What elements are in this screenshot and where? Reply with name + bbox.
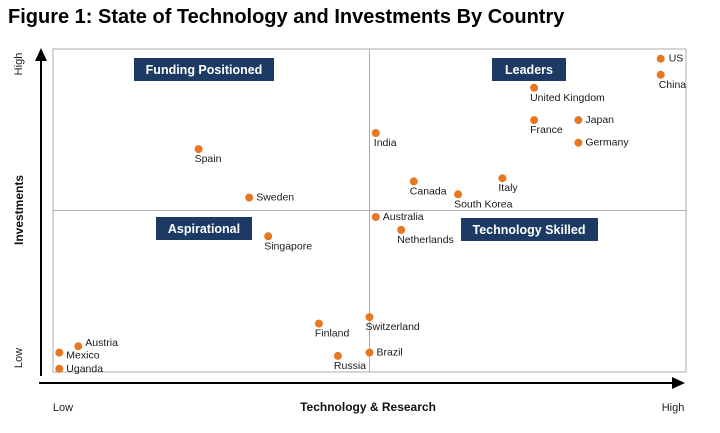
quadrant-label-text: Aspirational [168,222,240,236]
point-label-mexico: Mexico [66,350,99,362]
point-label-united-kingdom: United Kingdom [530,92,605,104]
point-china [656,70,665,79]
point-japan [574,116,583,125]
point-finland [314,319,323,328]
quadrant-label-technology-skilled: Technology Skilled [461,218,598,241]
point-sweden [245,193,254,202]
data-points: US China United Kingdom Japan France Germany I… [55,53,686,375]
point-switzerland [365,313,374,322]
quadrant-label-leaders: Leaders [492,58,566,81]
quadrant-label-aspirational: Aspirational [156,217,252,240]
point-us [656,54,665,63]
point-united-kingdom [530,83,539,92]
point-russia [333,351,342,360]
quadrant-label-text: Funding Positioned [146,63,263,77]
point-label-netherlands: Netherlands [397,234,454,246]
quadrant-label-box [492,58,566,81]
x-axis-label: Technology & Research [300,400,436,414]
point-label-brazil: Brazil [377,347,403,359]
point-label-india: India [374,137,397,149]
point-label-japan: Japan [585,114,614,126]
point-label-uganda: Uganda [66,363,103,375]
quadrant-label-text: Technology Skilled [473,223,586,237]
point-france [530,116,539,125]
point-singapore [264,232,273,241]
point-australia [371,213,380,221]
quadrant-label-box [461,218,598,241]
y-axis-label: Investments [12,175,26,245]
point-netherlands [397,225,406,234]
point-label-us: US [669,53,684,65]
point-label-singapore: Singapore [264,240,312,252]
point-label-south-korea: South Korea [454,198,513,210]
y-tick-high: High [13,53,25,76]
point-brazil [365,348,374,357]
x-tick-high: High [662,402,685,414]
point-austria [74,342,83,351]
y-axis-arrowhead [35,48,47,61]
chart-title: Figure 1: State of Technology and Invest… [8,6,565,28]
point-canada [409,177,418,186]
point-south-korea [454,190,463,199]
quadrant-label-box [156,217,252,240]
y-tick-low: Low [13,348,25,368]
point-label-australia: Australia [383,211,424,223]
point-label-russia: Russia [334,360,366,372]
point-label-switzerland: Switzerland [366,321,420,333]
point-mexico [55,348,64,357]
point-label-france: France [530,124,563,136]
point-label-italy: Italy [498,182,518,194]
point-label-sweden: Sweden [256,192,294,204]
point-label-canada: Canada [410,185,447,197]
x-axis-arrowhead [672,377,685,389]
quadrant-label-text: Leaders [505,63,553,77]
point-spain [194,145,203,154]
point-label-austria: Austria [85,337,118,349]
quadrant-label-box [134,58,274,81]
point-label-germany: Germany [585,137,629,149]
x-tick-low: Low [53,402,73,414]
point-india [371,129,380,137]
quadrant-label-funding-positioned: Funding Positioned [134,58,274,81]
point-label-spain: Spain [195,153,222,165]
point-uganda [55,364,64,373]
point-label-china: China [659,79,687,91]
point-italy [498,174,507,183]
point-germany [574,138,583,147]
point-label-finland: Finland [315,328,350,340]
